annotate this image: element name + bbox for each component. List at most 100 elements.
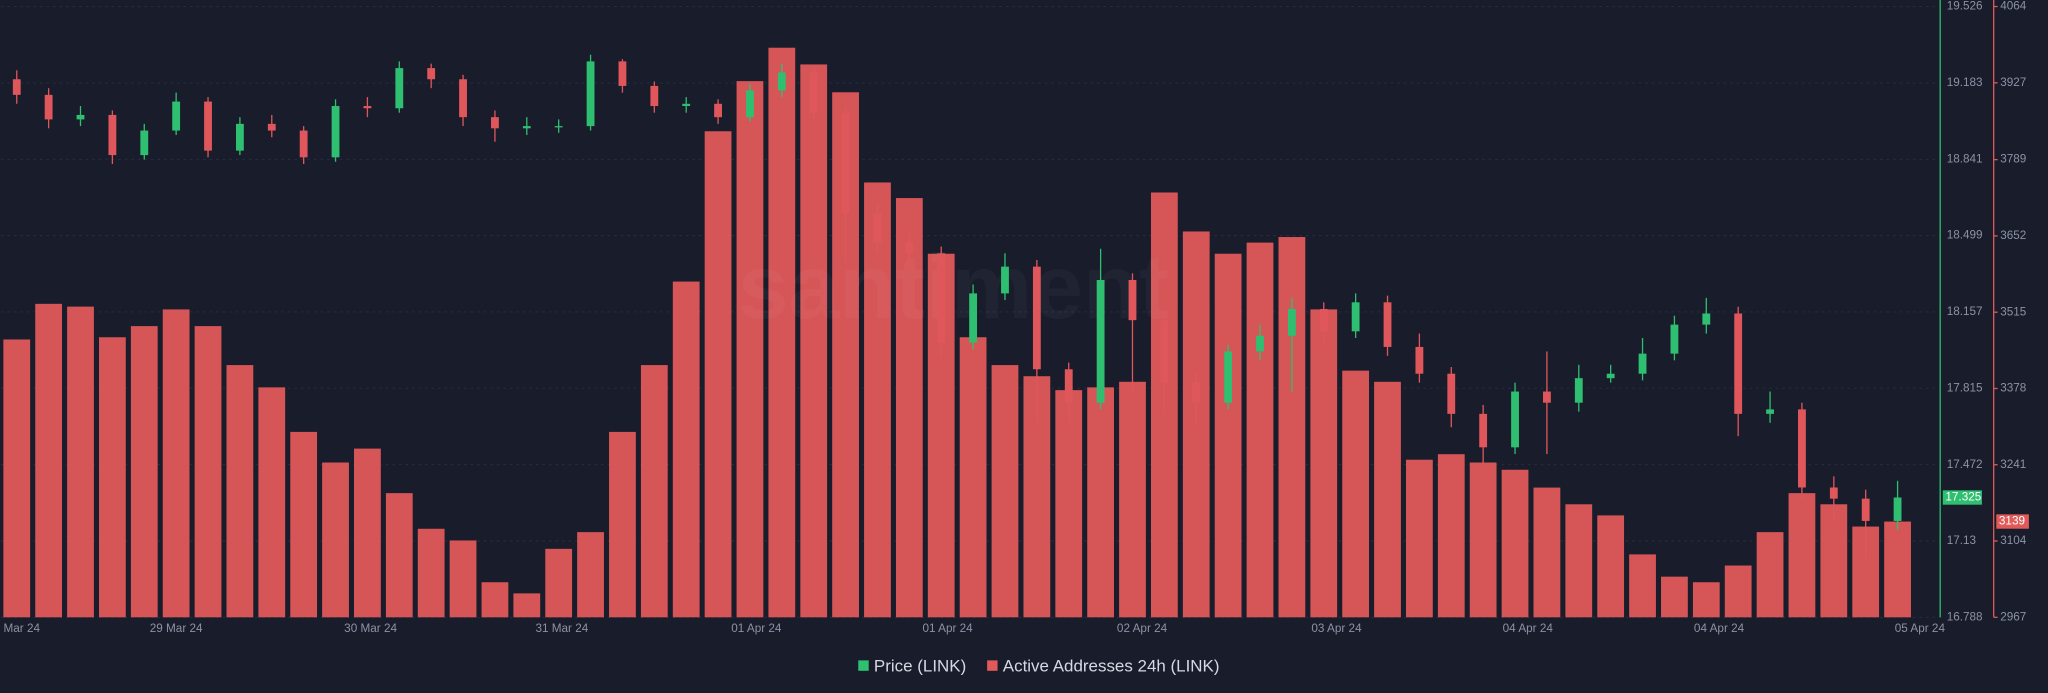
bars (3, 47, 1911, 618)
candle-body (618, 61, 627, 86)
bar (1342, 370, 1370, 618)
candle-body (1798, 409, 1806, 488)
legend-swatch (858, 660, 869, 671)
bar (1214, 253, 1242, 618)
y2-tick-label: 3378 (2000, 382, 2027, 395)
bar (1055, 390, 1083, 618)
bar (1724, 565, 1752, 618)
legend-label: Price (LINK) (874, 656, 966, 675)
bar (1661, 576, 1688, 618)
candle-body (1670, 324, 1679, 354)
candle-body (809, 72, 818, 113)
candle-body (1766, 409, 1774, 414)
bar (1788, 493, 1816, 618)
candle-body (12, 79, 21, 95)
bar (417, 528, 445, 618)
candle-body (1383, 302, 1392, 347)
last-value-label: 17.325 (1945, 491, 1981, 504)
candle-body (1032, 266, 1041, 370)
candle-body (746, 90, 754, 118)
bar (1437, 454, 1465, 618)
candle-body (969, 293, 978, 343)
last-value-tag (1996, 514, 2029, 529)
bar (991, 365, 1019, 618)
y-tick-label: 17.472 (1947, 458, 1983, 471)
bar (1374, 381, 1401, 618)
candle-body (331, 106, 340, 158)
candle-body (586, 61, 595, 127)
bar (672, 281, 700, 618)
last-value-tag (1942, 490, 1982, 505)
y-tick-label: 19.183 (1947, 76, 1983, 89)
candle-body (777, 72, 786, 91)
candle-body (491, 117, 499, 129)
candle-body (395, 68, 404, 109)
bar (35, 303, 63, 618)
x-tick-label: 05 Apr 24 (1895, 622, 1946, 635)
bar (1820, 504, 1848, 618)
y2-tick-label: 2967 (2000, 610, 2026, 623)
x-tick-label: 01 Apr 24 (731, 622, 782, 635)
bar (640, 365, 668, 618)
x-tick-label: 02 Apr 24 (1117, 622, 1168, 635)
candle-body (1447, 373, 1456, 414)
candle-body (522, 126, 531, 129)
candle-body (459, 79, 467, 118)
candle-body (1287, 309, 1296, 336)
x-tick-label: 04 Apr 24 (1694, 622, 1745, 635)
candle-body (1001, 266, 1009, 294)
y2-tick-label: 3104 (2000, 534, 2027, 547)
candle-body (1096, 280, 1105, 403)
legend-label: Active Addresses 24h (LINK) (1003, 656, 1220, 675)
candle-body (1064, 369, 1073, 403)
candle-body (841, 112, 850, 214)
bar (3, 339, 31, 618)
y2-tick-label: 3789 (2000, 153, 2026, 166)
bar (513, 593, 541, 618)
y2-tick-label: 3515 (2000, 305, 2027, 318)
candle-body (363, 106, 372, 109)
candle-body (714, 103, 722, 118)
y2-tick-label: 3652 (2000, 229, 2026, 242)
bar (1597, 515, 1625, 618)
bar (768, 47, 796, 618)
candle-body (44, 94, 53, 120)
bar (895, 198, 923, 618)
candle-body (554, 126, 563, 128)
bar (290, 431, 318, 618)
candle-body (1606, 373, 1615, 379)
bar (1310, 309, 1338, 618)
last-value-label: 3139 (1999, 515, 2025, 528)
bar (1278, 237, 1306, 618)
candle-body (1256, 335, 1264, 352)
axes: 16.788 17.13 17.472 17.815 18.157 18.499 18.84… (0, 0, 2029, 635)
x-tick-label: 31 Mar 24 (535, 622, 588, 635)
y-tick-label: 17.13 (1947, 534, 1977, 547)
bar (1565, 504, 1593, 618)
bar (800, 64, 828, 618)
candle-body (140, 130, 149, 156)
bar (258, 387, 286, 618)
bar (1533, 487, 1561, 618)
candle-body (1224, 351, 1233, 403)
x-tick-label: 01 Apr 24 (922, 622, 973, 635)
candle-body (1160, 320, 1169, 383)
x-tick-label: 03 Apr 24 (1311, 622, 1362, 635)
y2-tick-label: 3241 (2000, 458, 2026, 471)
bar (481, 582, 509, 618)
bar (1087, 387, 1115, 618)
x-tick-label: 30 Mar 24 (344, 622, 397, 635)
bar (322, 462, 349, 618)
candle-body (1893, 497, 1902, 521)
bar (1756, 532, 1784, 618)
bar (609, 431, 636, 618)
bar (736, 81, 764, 618)
bar (577, 532, 604, 618)
x-tick-label: 29 Mar 24 (150, 622, 203, 635)
bar (864, 182, 891, 618)
candle-body (937, 253, 946, 343)
candle-body (1351, 302, 1360, 332)
candle-body (1574, 378, 1583, 403)
